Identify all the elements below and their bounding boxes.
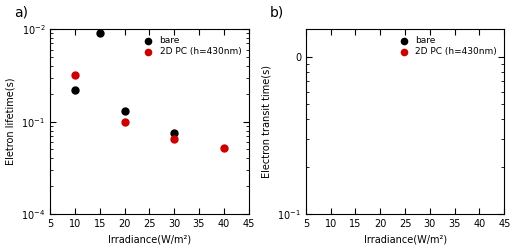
Y-axis label: Electron transit time(s): Electron transit time(s) bbox=[262, 65, 271, 178]
Legend: bare, 2D PC (h=430nm): bare, 2D PC (h=430nm) bbox=[136, 34, 244, 59]
Text: a): a) bbox=[14, 6, 28, 20]
X-axis label: Irradiance(W/m²): Irradiance(W/m²) bbox=[108, 234, 191, 244]
Text: b): b) bbox=[270, 6, 284, 20]
Y-axis label: Eletron lifetime(s): Eletron lifetime(s) bbox=[6, 78, 15, 165]
bare bbox=[71, 88, 79, 92]
2D PC (h=430nm) bbox=[120, 120, 128, 124]
2D PC (h=430nm) bbox=[220, 146, 228, 150]
bare bbox=[120, 109, 128, 113]
2D PC (h=430nm) bbox=[71, 73, 79, 77]
bare bbox=[95, 32, 104, 36]
X-axis label: Irradiance(W/m²): Irradiance(W/m²) bbox=[363, 234, 447, 244]
Legend: bare, 2D PC (h=430nm): bare, 2D PC (h=430nm) bbox=[392, 34, 499, 59]
2D PC (h=430nm) bbox=[170, 137, 178, 141]
bare bbox=[170, 131, 178, 135]
